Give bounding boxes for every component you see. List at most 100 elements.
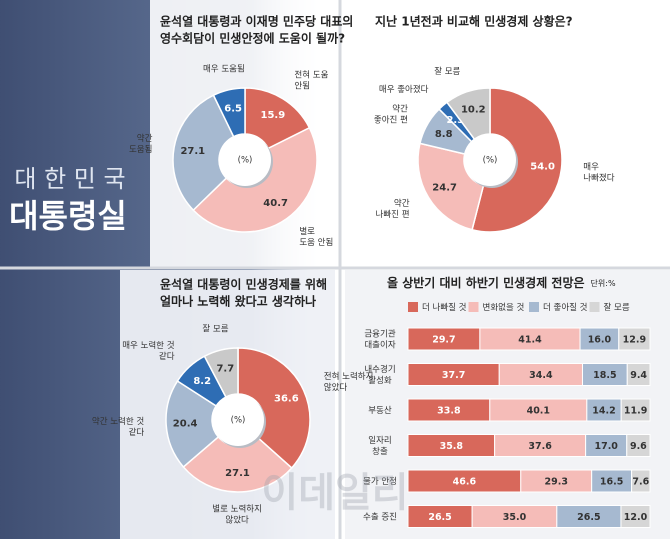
value-label: 37.6 <box>528 441 552 452</box>
label-line: 같다 <box>159 351 175 362</box>
label: 전혀 도움 안됨 <box>294 69 328 91</box>
center-label: (%) <box>231 416 246 426</box>
label-line: 않았다 <box>225 514 249 525</box>
label-line: 대출이자 <box>364 339 395 350</box>
value-label: 36.6 <box>274 393 299 404</box>
value-label: 26.5 <box>428 512 451 523</box>
label: 별로 노력하지 않았다 <box>212 503 262 525</box>
unit: 단위:% <box>591 278 616 288</box>
donut-hole <box>219 134 271 186</box>
label-line: 약간 <box>137 133 153 144</box>
label: 내수경기 활성화 <box>364 364 395 386</box>
value-label: 40.7 <box>263 198 288 209</box>
donut-hole <box>212 394 264 446</box>
value-label: 14.2 <box>592 406 615 417</box>
value-label: 9.4 <box>630 370 647 381</box>
value-label: 18.5 <box>593 370 616 381</box>
value-label: 40.1 <box>527 406 550 417</box>
label-line: 안됨 <box>294 80 310 91</box>
value-label: 10.2 <box>461 105 486 116</box>
label-line: 같다 <box>129 426 145 437</box>
label: 약간 좋아진 편 <box>374 103 408 125</box>
label-line: 매우 좋아졌다 <box>379 83 429 94</box>
label-line: 일자리 <box>368 436 391 446</box>
value-label: 15.9 <box>261 110 286 121</box>
value-label: 6.5 <box>224 103 242 114</box>
label-line: 잘 모름 <box>434 65 460 76</box>
bar-segment <box>631 469 651 493</box>
label-line: 약간 <box>394 198 410 209</box>
value-label: 16.5 <box>600 477 623 488</box>
bar-segment <box>620 505 651 528</box>
bar-segment <box>626 434 651 457</box>
label-line: 활성화 <box>368 375 392 386</box>
label-line: 매우 노력한 것 <box>122 340 175 351</box>
value-label: 9.6 <box>630 441 647 452</box>
label-line: 나빠진 편 <box>376 209 410 220</box>
label-line: 매우 도움됨 <box>203 63 245 74</box>
label-line: 매우 <box>583 162 599 172</box>
value-label: 7.7 <box>216 364 234 375</box>
value-label: 29.3 <box>544 477 567 488</box>
value-label: 54.0 <box>530 162 555 173</box>
label: 매우 도움됨 <box>203 63 245 74</box>
chart-title: 윤석열 대통령과 이재명 민주당 대표의 <box>160 14 353 29</box>
value-label: 17.0 <box>594 441 618 452</box>
label-line: 부동산 <box>368 405 392 416</box>
chart-title: 영수회담이 민생안정에 도움이 될까? <box>160 31 345 46</box>
bar-segment <box>626 363 651 386</box>
value-label: 16.0 <box>588 335 612 346</box>
label: 별로 도움 안됨 <box>299 226 333 248</box>
value-label: 46.6 <box>453 477 477 488</box>
value-label: 24.7 <box>432 182 457 193</box>
value-label: 20.4 <box>173 419 198 430</box>
value-label: 12.9 <box>623 335 646 346</box>
label: 매우 노력한 것 같다 <box>122 340 175 362</box>
value-label: 41.4 <box>518 335 542 346</box>
legend-swatch <box>529 302 539 312</box>
legend-label: 더 나빠질 것 <box>422 302 467 313</box>
value-label: 33.8 <box>437 406 461 417</box>
legend-swatch <box>468 302 479 312</box>
label: 수출 증진 <box>363 511 397 522</box>
legend-swatch <box>589 302 600 312</box>
legend-label: 더 좋아질 것 <box>543 302 588 313</box>
bar-segment <box>620 398 651 422</box>
value-label: 27.1 <box>180 146 205 157</box>
value-label: 26.5 <box>577 512 600 523</box>
legend-swatch <box>408 302 418 312</box>
label: 매우 나빠졌다 <box>583 162 614 183</box>
label-line: 전혀 도움 <box>294 69 328 80</box>
value-label: 34.4 <box>529 370 553 381</box>
label-line: 금융기관 <box>364 328 395 339</box>
chart-title: 지난 1년전과 비교해 민생경제 상황은? <box>375 14 573 29</box>
label: 잘 모름 <box>202 323 228 334</box>
emblem-text: 대통령실 <box>9 197 127 235</box>
label: 약간 나빠진 편 <box>376 198 410 220</box>
title-text: 올 상반기 대비 하반기 민생경제 전망은 <box>387 275 585 290</box>
label-line: 창출 <box>372 446 388 457</box>
chart-title: 올 상반기 대비 하반기 민생경제 전망은 단위:% <box>387 275 616 290</box>
label-line: 수출 증진 <box>363 511 397 522</box>
value-label: 8.8 <box>435 129 453 140</box>
label: 부동산 <box>368 405 392 416</box>
chart-title: 윤석열 대통령이 민생경제를 위해 <box>160 277 327 292</box>
label-line: 약간 <box>392 103 408 114</box>
chart-title: 얼마나 노력해 왔다고 생각하나 <box>160 294 316 309</box>
center-label: (%) <box>483 156 498 166</box>
watermark: 이데일리 <box>261 470 408 516</box>
label: 일자리 창출 <box>368 436 391 457</box>
label-line: 물가 안정 <box>363 476 397 487</box>
value-label: 12.0 <box>624 512 648 523</box>
label-line: 않았다 <box>324 382 348 393</box>
donut-hole <box>464 134 516 186</box>
label: 약간 노력한 것 같다 <box>92 415 145 437</box>
label-line: 별로 노력하지 <box>212 503 262 514</box>
value-label: 7.6 <box>632 477 649 488</box>
value-label: 35.8 <box>440 441 464 452</box>
label-line: 나빠졌다 <box>583 172 614 183</box>
legend-label: 잘 모름 <box>604 302 630 313</box>
value-label: 29.7 <box>432 335 455 346</box>
